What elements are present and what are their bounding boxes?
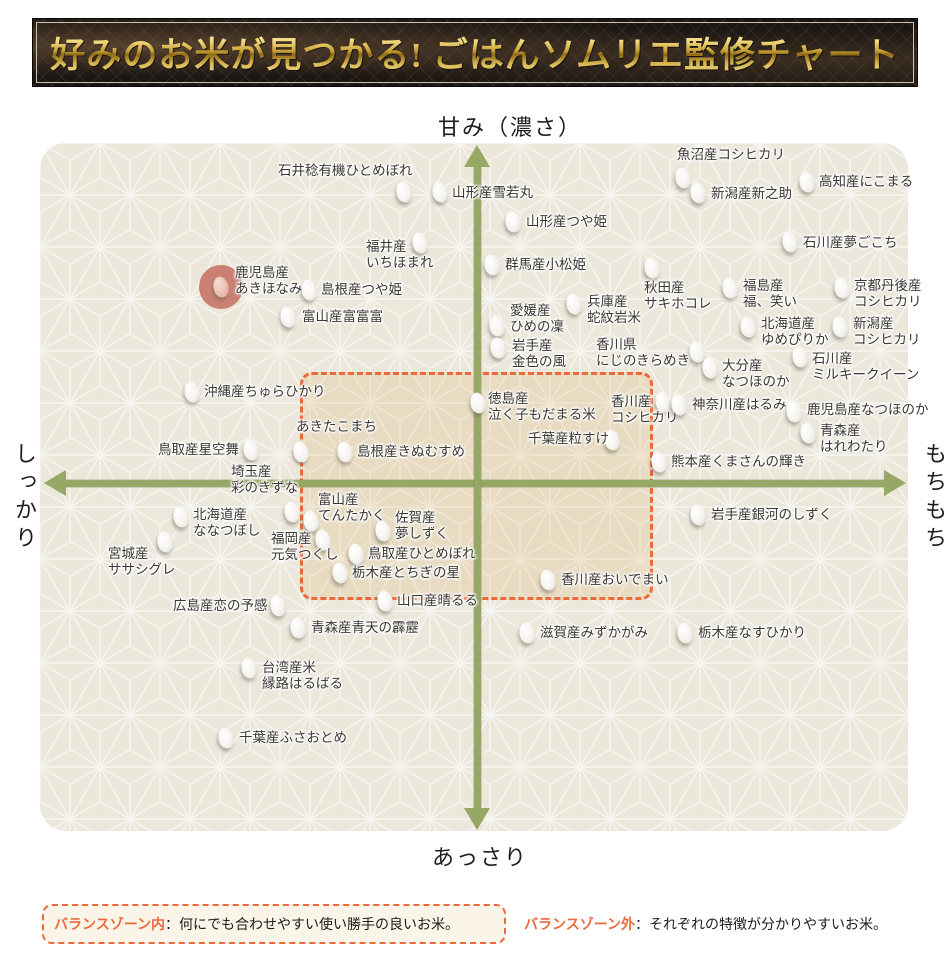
legend-inside-text: バランスゾーン内：何にでも合わせやすい使い勝手の良いお米。 [54, 914, 459, 934]
legend-balance-zone-inside: バランスゾーン内：何にでも合わせやすい使い勝手の良いお米。 [42, 904, 506, 944]
legend-inside-desc: ：何にでも合わせやすい使い勝手の良いお米。 [165, 916, 460, 932]
legend-balance-zone-outside: バランスゾーン外：それぞれの特徴が分かりやすいお米。 [524, 904, 887, 944]
title-banner: 好みのお米が見つかる! ごはんソムリエ監修チャート [32, 18, 918, 87]
arrow-left-icon [44, 470, 66, 496]
y-axis [474, 164, 481, 810]
legend-outside-key: バランスゾーン外 [524, 916, 636, 932]
arrow-down-icon [464, 808, 490, 830]
axis-label-left: しっかり [12, 442, 37, 554]
axis-label-bottom: あっさり [431, 845, 528, 870]
legend-inside-key: バランスゾーン内 [54, 916, 166, 932]
arrow-right-icon [884, 470, 906, 496]
axis-label-right: もちもち [922, 442, 947, 554]
legend-outside-text: バランスゾーン外：それぞれの特徴が分かりやすいお米。 [524, 914, 887, 934]
axis-label-top: 甘み（濃さ） [437, 115, 582, 140]
legend-outside-desc: ：それぞれの特徴が分かりやすいお米。 [635, 916, 888, 932]
arrow-up-icon [464, 145, 490, 167]
page-title: 好みのお米が見つかる! ごはんソムリエ監修チャート [50, 27, 899, 78]
title-banner-inner-frame: 好みのお米が見つかる! ごはんソムリエ監修チャート [36, 22, 914, 83]
